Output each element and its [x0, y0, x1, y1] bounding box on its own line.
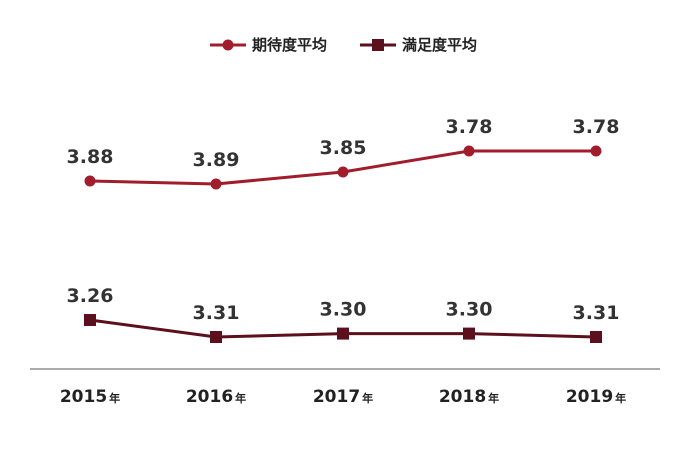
data-point-1-0: [84, 314, 96, 326]
data-point-1-1: [210, 331, 222, 343]
data-label-1-3: 3.30: [446, 299, 493, 321]
legend-label-expectation: 期待度平均: [252, 36, 327, 54]
x-tick-label-0: 2015 年: [60, 387, 120, 407]
series-satisfaction: 3.26 3.31 3.30 3.30 3.31: [67, 285, 620, 343]
legend: 期待度平均 満足度平均: [210, 36, 477, 54]
legend-label-satisfaction: 満足度平均: [402, 36, 477, 54]
legend-item-expectation: 期待度平均: [210, 36, 327, 54]
data-point-0-1: [210, 178, 222, 190]
data-label-0-0: 3.88: [67, 146, 114, 168]
data-label-0-1: 3.89: [193, 149, 240, 171]
legend-item-satisfaction: 満足度平均: [360, 36, 477, 54]
data-point-0-2: [337, 166, 349, 178]
x-axis-ticks: 2015 年 2016 年 2017 年 2018 年 2019 年: [60, 387, 626, 407]
x-tick-label-2: 2017 年: [313, 387, 373, 407]
data-point-0-4: [590, 145, 602, 157]
data-label-0-2: 3.85: [320, 137, 367, 159]
data-label-1-4: 3.31: [573, 302, 620, 324]
legend-circle-marker-icon: [222, 39, 234, 51]
data-label-0-3: 3.78: [446, 116, 493, 138]
data-point-1-3: [463, 327, 475, 340]
data-point-0-0: [84, 175, 96, 187]
data-label-1-2: 3.30: [320, 299, 367, 321]
data-label-0-4: 3.78: [573, 116, 620, 138]
data-point-1-4: [590, 331, 602, 343]
data-label-1-1: 3.31: [193, 302, 240, 324]
data-point-1-2: [337, 327, 349, 340]
data-point-0-3: [463, 145, 475, 157]
x-tick-label-4: 2019 年: [566, 387, 626, 407]
series-expectation: 3.88 3.89 3.85 3.78 3.78: [67, 116, 620, 190]
x-tick-label-1: 2016 年: [186, 387, 246, 407]
data-label-1-0: 3.26: [67, 285, 114, 307]
legend-square-marker-icon: [372, 39, 384, 51]
x-tick-label-3: 2018 年: [439, 387, 499, 407]
